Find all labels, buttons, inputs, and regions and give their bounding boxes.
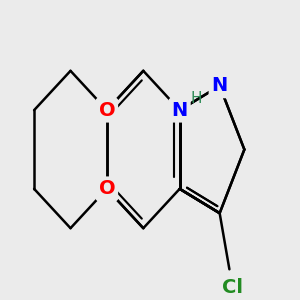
Text: H: H bbox=[190, 91, 202, 106]
Text: N: N bbox=[172, 101, 188, 120]
Text: Cl: Cl bbox=[222, 278, 243, 298]
Text: O: O bbox=[99, 101, 115, 120]
Text: N: N bbox=[212, 76, 228, 95]
Text: O: O bbox=[99, 179, 115, 198]
